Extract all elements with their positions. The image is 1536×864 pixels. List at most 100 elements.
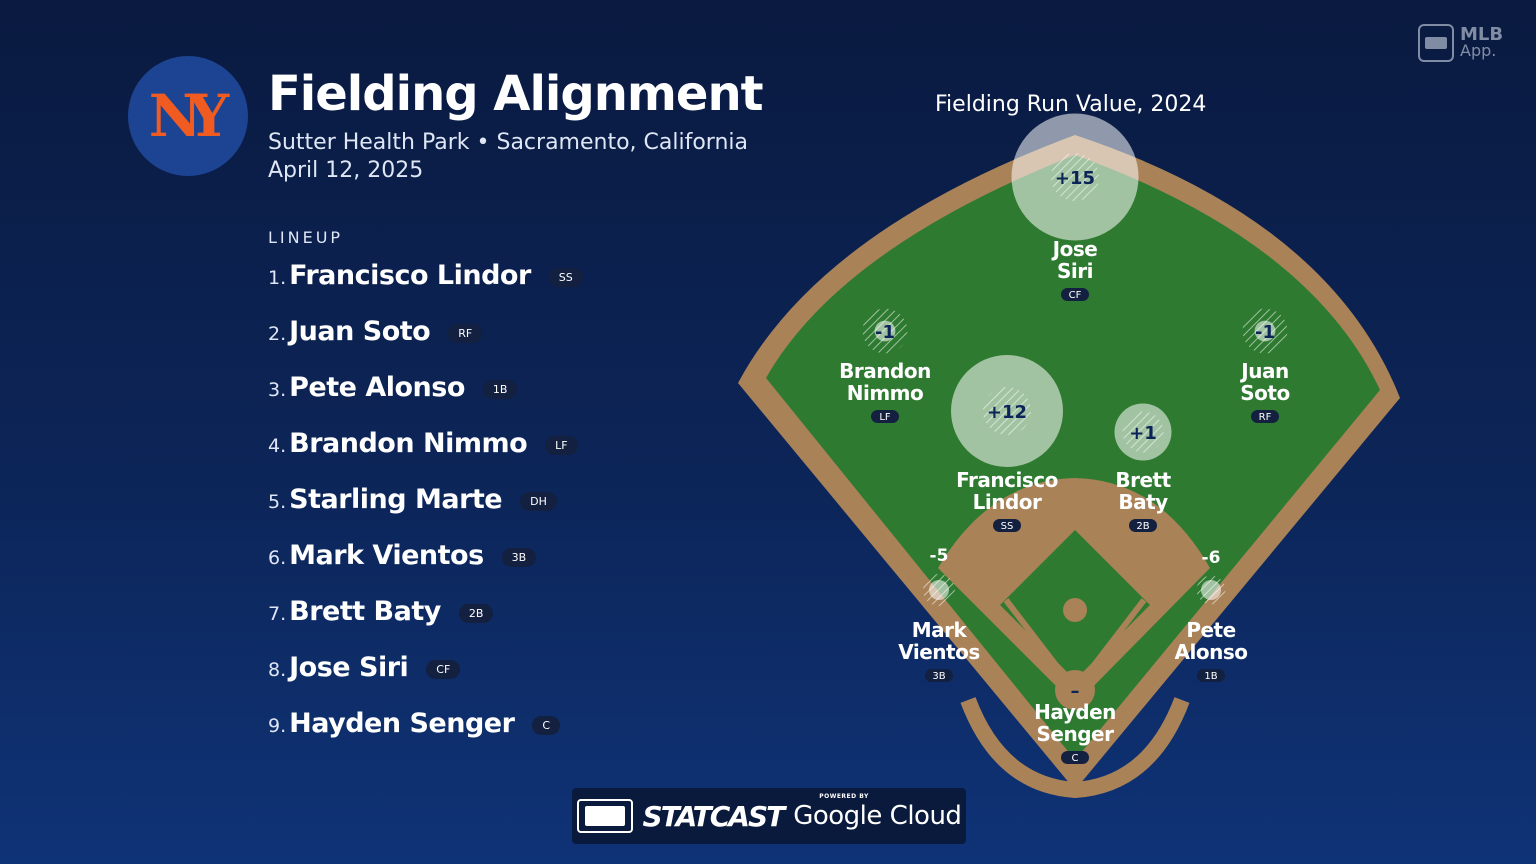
pitchers-mound	[1063, 598, 1087, 622]
fielding-run-value-title: Fielding Run Value, 2024	[935, 92, 1207, 117]
position-badge-bg	[1061, 751, 1089, 764]
frv-bubble-core	[929, 580, 949, 600]
frv-bubble-core	[983, 387, 1031, 435]
player-first-name: Jose	[1051, 237, 1098, 261]
player-last-name: Alonso	[1175, 640, 1248, 664]
lineup-item: 2. Juan Soto RF	[268, 316, 483, 347]
position-badge: LF	[879, 412, 891, 423]
lineup-player-name: Jose Siri	[289, 652, 409, 683]
position-badge: 2B	[1136, 521, 1149, 532]
lineup-number: 9.	[268, 715, 287, 737]
mlb-logo-icon	[576, 799, 633, 833]
player-first-name: Brett	[1115, 468, 1171, 492]
lineup-number: 7.	[268, 603, 287, 625]
powered-by-block: POWERED BY Google Cloud	[793, 793, 962, 831]
frv-value: -1	[1255, 322, 1275, 343]
position-badge-bg	[871, 410, 899, 423]
lineup-player-name: Juan Soto	[289, 316, 431, 347]
lineup-player-name: Starling Marte	[289, 484, 503, 515]
position-badge: 2B	[458, 604, 494, 623]
frv-bubble-core	[1201, 580, 1221, 600]
home-plate-arc	[960, 697, 1190, 799]
frv-value: +1	[1129, 423, 1157, 444]
lineup-number: 5.	[268, 491, 287, 513]
position-badge: CF	[1069, 290, 1082, 301]
position-badge: CF	[426, 660, 461, 679]
frv-bubble-core	[874, 320, 896, 342]
position-badge: C	[532, 716, 561, 735]
google-cloud-wordmark: Google Cloud	[793, 801, 962, 831]
lineup-item: 7. Brett Baty 2B	[268, 596, 494, 627]
frv-value: -1	[875, 322, 895, 343]
position-badge-bg	[1251, 410, 1279, 423]
position-badge: RF	[1259, 412, 1272, 423]
player-first-name: Francisco	[956, 468, 1058, 492]
mlb-app-wordmark: MLB App.	[1460, 24, 1504, 60]
mlb-app-icon	[1418, 24, 1454, 62]
frv-value: –	[1071, 681, 1080, 702]
player-last-name: Soto	[1240, 381, 1289, 405]
lineup-player-name: Brett Baty	[289, 596, 441, 627]
statcast-wordmark: STATCAST	[642, 799, 786, 833]
position-badge-bg	[993, 519, 1021, 532]
lineup-number: 2.	[268, 323, 287, 345]
frv-bubble-core	[1254, 320, 1276, 342]
lineup-item: 9. Hayden Senger C	[268, 708, 561, 739]
lineup-player-name: Francisco Lindor	[289, 260, 531, 291]
position-badge: 3B	[501, 548, 537, 567]
position-badge: SS	[548, 268, 583, 287]
position-badge: 3B	[932, 671, 945, 682]
position-badge: RF	[448, 324, 483, 343]
frv-value: -6	[1202, 548, 1221, 568]
player-first-name: Hayden	[1034, 700, 1116, 724]
lineup-item: 4. Brandon Nimmo LF	[268, 428, 578, 459]
lineup-item: 6. Mark Vientos 3B	[268, 540, 537, 571]
position-badge: 1B	[482, 380, 518, 399]
player-first-name: Juan	[1239, 359, 1288, 383]
lineup-player-name: Brandon Nimmo	[289, 428, 528, 459]
lineup-number: 8.	[268, 659, 287, 681]
lineup-player-name: Pete Alonso	[289, 372, 465, 403]
lineup-number: 6.	[268, 547, 287, 569]
lineup-number: 3.	[268, 379, 287, 401]
position-badge-bg	[1061, 288, 1089, 301]
mlb-app-line1: MLB	[1460, 24, 1504, 45]
page-title: Fielding Alignment	[268, 66, 764, 122]
lineup-number: 1.	[268, 267, 287, 289]
player-last-name: Lindor	[973, 490, 1042, 514]
lineup-player-name: Mark Vientos	[289, 540, 484, 571]
position-badge: C	[1072, 753, 1079, 764]
frv-value: -5	[930, 546, 949, 566]
position-badge-bg	[925, 669, 953, 682]
position-badge: LF	[545, 436, 578, 455]
home-plate-circle	[1055, 670, 1095, 710]
player-last-name: Baty	[1118, 490, 1168, 514]
player-last-name: Siri	[1057, 259, 1093, 283]
position-badge-bg	[1197, 669, 1225, 682]
player-first-name: Pete	[1186, 618, 1235, 642]
statcast-footer: STATCAST POWERED BY Google Cloud	[572, 788, 966, 844]
mlb-app-line2: App.	[1460, 41, 1497, 60]
powered-by-text: POWERED BY	[819, 793, 869, 800]
position-badge: 1B	[1204, 671, 1217, 682]
lineup-item: 8. Jose Siri CF	[268, 652, 461, 683]
frv-bubble-core	[1122, 411, 1164, 453]
lineup-item: 1. Francisco Lindor SS	[268, 260, 583, 291]
frv-value: +15	[1055, 168, 1095, 189]
player-last-name: Vientos	[898, 640, 980, 664]
outfield-grass	[766, 155, 1380, 760]
lineup-item: 5. Starling Marte DH	[268, 484, 557, 515]
frv-bubble-core	[1051, 153, 1099, 201]
player-last-name: Nimmo	[847, 381, 924, 405]
player-first-name: Mark	[912, 618, 968, 642]
position-badge: SS	[1001, 521, 1014, 532]
mets-logo: NY	[128, 56, 248, 176]
